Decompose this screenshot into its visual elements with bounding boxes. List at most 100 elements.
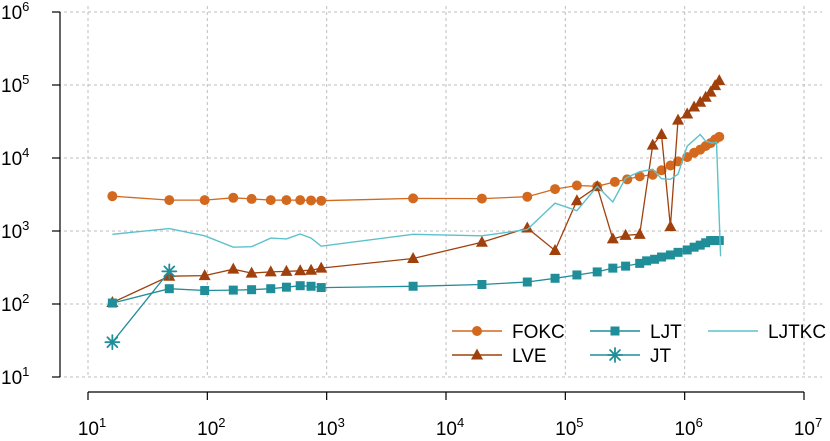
point-ljt-4 xyxy=(247,285,257,295)
point-lve-29 xyxy=(713,74,726,86)
point-fokc-9 xyxy=(316,195,327,206)
series-line-ljtkc xyxy=(112,133,722,257)
point-lve-12 xyxy=(521,221,534,233)
point-fokc-5 xyxy=(265,195,276,206)
point-lve-4 xyxy=(245,266,258,278)
x-tick-label-2: 103 xyxy=(316,415,344,440)
point-ljt-6 xyxy=(281,282,291,292)
point-ljt-23 xyxy=(673,247,683,257)
legend-item-ljt: LJT xyxy=(590,322,682,343)
point-fokc-29 xyxy=(714,131,725,142)
legend-marker-fokc xyxy=(472,326,482,336)
y-tick-label-2: 103 xyxy=(1,218,29,243)
point-ljt-2 xyxy=(200,286,210,296)
point-lve-24 xyxy=(688,100,701,112)
point-lve-9 xyxy=(315,261,328,273)
point-ljt-0 xyxy=(107,298,117,308)
point-lve-21 xyxy=(664,220,677,232)
legend-label-lve: LVE xyxy=(512,346,547,367)
point-fokc-6 xyxy=(281,195,292,206)
point-lve-22 xyxy=(672,113,685,125)
point-lve-14 xyxy=(570,194,583,206)
legend-item-jt: JT xyxy=(590,346,672,367)
point-ljt-12 xyxy=(522,277,532,287)
point-lve-5 xyxy=(264,265,277,277)
point-fokc-21 xyxy=(665,160,676,171)
point-fokc-7 xyxy=(295,195,306,206)
series-layer xyxy=(104,74,726,351)
point-ljt-27 xyxy=(701,238,711,248)
point-ljt-19 xyxy=(642,256,652,266)
x-tick-label-6: 107 xyxy=(794,415,822,440)
legend-marker-lve xyxy=(471,348,483,360)
point-ljt-11 xyxy=(477,279,487,289)
point-ljt-13 xyxy=(550,273,560,283)
series-line-jt xyxy=(111,270,170,343)
series-ljtkc xyxy=(112,133,722,257)
point-lve-8 xyxy=(305,263,318,275)
point-ljt-18 xyxy=(635,258,645,268)
legend-label-ljtkc: LJTKC xyxy=(768,322,826,343)
point-lve-2 xyxy=(198,269,211,281)
point-lve-11 xyxy=(475,235,488,247)
point-ljt-21 xyxy=(657,252,667,262)
point-lve-17 xyxy=(619,228,632,240)
x-tick-label-5: 106 xyxy=(674,415,702,440)
series-ljt xyxy=(107,236,724,308)
point-ljt-26 xyxy=(695,240,705,250)
series-jt xyxy=(104,263,178,351)
point-fokc-3 xyxy=(228,192,239,203)
point-fokc-11 xyxy=(476,193,487,204)
legend-marker-ljt xyxy=(610,326,620,336)
legend-label-fokc: FOKC xyxy=(512,322,565,343)
series-lve xyxy=(106,74,726,307)
point-ljt-14 xyxy=(572,270,582,280)
y-tick-label-3: 104 xyxy=(1,145,29,170)
point-lve-6 xyxy=(280,264,293,276)
point-ljt-8 xyxy=(306,281,316,291)
legend-label-jt: JT xyxy=(650,346,672,367)
point-ljt-9 xyxy=(316,283,326,293)
point-ljt-5 xyxy=(266,284,276,294)
point-lve-19 xyxy=(646,138,659,150)
legend-label-ljt: LJT xyxy=(650,322,682,343)
legend-item-ljtkc: LJTKC xyxy=(708,322,826,343)
point-fokc-20 xyxy=(656,165,667,176)
point-ljt-1 xyxy=(164,284,174,294)
point-fokc-12 xyxy=(522,191,533,202)
point-lve-27 xyxy=(704,85,717,97)
point-fokc-8 xyxy=(306,195,317,206)
series-line-fokc xyxy=(112,136,720,202)
x-tick-label-3: 104 xyxy=(436,415,464,440)
point-ljt-30 xyxy=(714,236,724,246)
point-ljt-17 xyxy=(621,261,631,271)
grid-layer xyxy=(58,6,822,378)
y-tick-label-1: 102 xyxy=(1,291,29,316)
y-tick-label-0: 101 xyxy=(1,364,29,389)
point-lve-23 xyxy=(681,107,694,119)
point-ljt-22 xyxy=(665,250,675,260)
legend-marker-jt xyxy=(607,347,623,363)
point-fokc-14 xyxy=(571,180,582,191)
legend-item-lve: LVE xyxy=(452,346,547,367)
point-lve-18 xyxy=(633,227,646,239)
y-tick-label-5: 106 xyxy=(1,0,29,24)
point-fokc-13 xyxy=(550,184,561,195)
x-tick-label-4: 105 xyxy=(555,415,583,440)
point-lve-13 xyxy=(549,244,562,256)
point-ljt-3 xyxy=(228,285,238,295)
point-lve-7 xyxy=(294,264,307,276)
point-fokc-18 xyxy=(634,171,645,182)
point-lve-3 xyxy=(227,262,240,274)
series-fokc xyxy=(107,131,725,206)
point-lve-10 xyxy=(407,252,420,264)
point-fokc-10 xyxy=(408,193,419,204)
y-tick-label-4: 105 xyxy=(1,72,29,97)
legend-layer: FOKC LVE LJT JT LJTKC xyxy=(452,322,826,367)
point-fokc-16 xyxy=(609,176,620,187)
point-ljt-15 xyxy=(592,267,602,277)
point-lve-16 xyxy=(606,232,619,244)
point-fokc-2 xyxy=(199,195,210,206)
